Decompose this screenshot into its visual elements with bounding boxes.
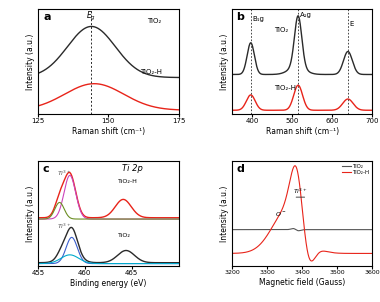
TiO₂ xyxy=(291,227,295,230)
TiO₂-H xyxy=(307,255,311,259)
TiO₂-H xyxy=(309,259,314,263)
Y-axis label: Intensity (a.u.): Intensity (a.u.) xyxy=(220,33,229,90)
Text: B₁g: B₁g xyxy=(252,16,264,22)
Legend: TiO₂, TiO₂-H: TiO₂, TiO₂-H xyxy=(342,164,370,175)
X-axis label: Raman shift (cm⁻¹): Raman shift (cm⁻¹) xyxy=(266,127,339,136)
Text: $E_g$: $E_g$ xyxy=(86,10,97,23)
TiO₂-H xyxy=(370,252,375,255)
Line: TiO₂: TiO₂ xyxy=(232,229,372,231)
X-axis label: Binding energy (eV): Binding energy (eV) xyxy=(70,279,146,288)
Text: $Ti^{3+}$: $Ti^{3+}$ xyxy=(57,168,71,178)
TiO₂-H xyxy=(293,164,297,168)
TiO₂-H xyxy=(304,239,308,243)
TiO₂ xyxy=(307,228,311,231)
Text: b: b xyxy=(236,12,244,22)
X-axis label: Magnetic field (Gauss): Magnetic field (Gauss) xyxy=(259,278,345,287)
Text: TiO₂: TiO₂ xyxy=(274,27,288,33)
TiO₂ xyxy=(248,228,253,231)
Line: TiO₂-H: TiO₂-H xyxy=(232,166,372,261)
TiO₂ xyxy=(304,228,308,231)
Text: Ti 2p: Ti 2p xyxy=(122,164,143,173)
TiO₂-H xyxy=(277,213,282,217)
Text: $O^-$: $O^-$ xyxy=(276,210,287,218)
TiO₂-H xyxy=(291,167,295,171)
TiO₂ xyxy=(296,229,301,233)
TiO₂-H xyxy=(248,249,253,253)
X-axis label: Raman shift (cm⁻¹): Raman shift (cm⁻¹) xyxy=(72,127,145,136)
Text: TiO₂-H: TiO₂-H xyxy=(139,69,162,76)
Text: $Ti^{3+}$: $Ti^{3+}$ xyxy=(57,222,71,231)
Text: E⁡: E⁡ xyxy=(350,21,354,27)
Text: $Ti^{3+}$: $Ti^{3+}$ xyxy=(293,187,308,196)
TiO₂ xyxy=(370,228,375,231)
TiO₂-H xyxy=(253,246,258,250)
Y-axis label: Intensity (a.u.): Intensity (a.u.) xyxy=(26,33,35,90)
Text: TiO₂: TiO₂ xyxy=(118,233,130,238)
TiO₂ xyxy=(291,227,295,230)
Text: TiO₂: TiO₂ xyxy=(147,18,162,24)
TiO₂ xyxy=(253,228,258,231)
Text: A₁g: A₁g xyxy=(300,12,312,18)
Text: c: c xyxy=(42,164,49,174)
Text: d: d xyxy=(236,164,244,174)
Text: TiO₂-H: TiO₂-H xyxy=(118,179,138,184)
TiO₂ xyxy=(230,228,234,231)
TiO₂ xyxy=(277,228,282,231)
Text: TiO₂-H: TiO₂-H xyxy=(274,85,296,91)
TiO₂-H xyxy=(230,252,234,255)
Y-axis label: Intensity (a.u.): Intensity (a.u.) xyxy=(26,185,35,242)
Y-axis label: Intensity (a.u.): Intensity (a.u.) xyxy=(220,185,229,242)
Text: a: a xyxy=(44,12,51,22)
